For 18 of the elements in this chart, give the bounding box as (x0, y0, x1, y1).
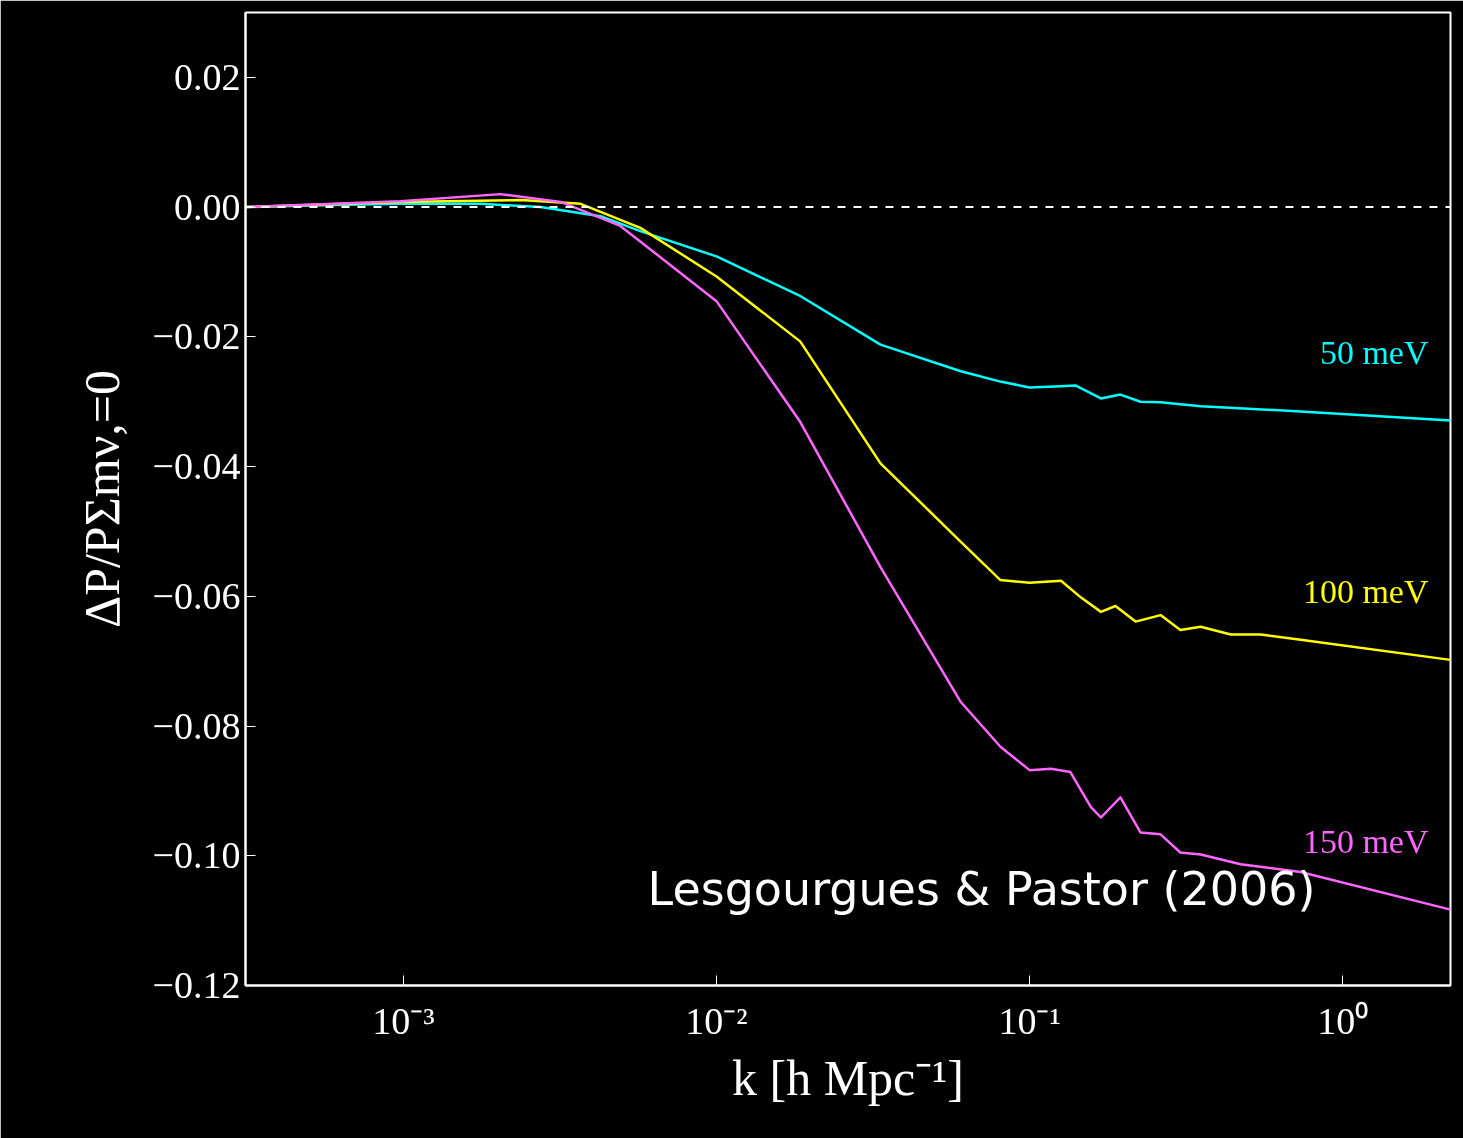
y-axis-title: ΔP/PΣmν,=0 (73, 370, 130, 628)
x-tick-label: 10⁻³ (372, 999, 435, 1042)
x-axis-title: k [h Mpc⁻¹] (732, 1049, 964, 1106)
series-label: 150 meV (1302, 822, 1429, 860)
y-tick-label: −0.08 (152, 704, 241, 747)
y-tick-label: −0.06 (152, 574, 241, 617)
y-tick-label: −0.04 (152, 445, 241, 488)
y-tick-label: −0.12 (152, 964, 241, 1006)
series-label: 50 meV (1319, 333, 1429, 371)
y-tick-label: 0.02 (174, 55, 241, 98)
x-tick-label: 10⁻¹ (998, 999, 1061, 1042)
series-label: 100 meV (1302, 572, 1429, 610)
x-tick-label: 10⁰ (1317, 999, 1369, 1042)
y-tick-label: −0.10 (152, 834, 241, 877)
y-tick-label: −0.02 (152, 315, 241, 358)
annotation: Lesgourgues & Pastor (2006) (647, 861, 1316, 916)
y-tick-label: 0.00 (174, 185, 241, 228)
x-tick-label: 10⁻² (685, 999, 748, 1042)
